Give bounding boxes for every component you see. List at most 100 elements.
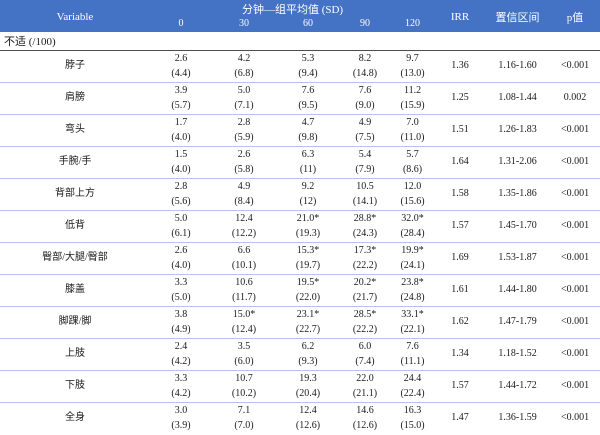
- sd-value: (6.0): [234, 355, 254, 367]
- mean-value: 17.3*: [353, 245, 377, 256]
- cell-90min: 8.2 (14.8): [340, 50, 390, 83]
- mean-value: 23.8*: [401, 277, 424, 288]
- cell-0min: 3.9 (5.7): [150, 82, 212, 115]
- table-row-lower-limb: 下肢 3.3 (4.2) 10.7 (10.2) 19.3 (20.4) 22.0 (2…: [0, 370, 600, 403]
- sd-value: (15.9): [400, 99, 425, 111]
- cell-30min: 15.0* (12.4): [212, 306, 276, 339]
- cell-60min: 6.3 (11): [276, 146, 340, 179]
- sd-value: (11.0): [400, 131, 425, 143]
- table-row-elbow: 弯头 1.7 (4.0) 2.8 (5.9) 4.7 (9.8) 4.9 (7.5) 7…: [0, 114, 600, 147]
- sd-value: (24.1): [400, 259, 425, 271]
- cell-0min: 2.4 (4.2): [150, 338, 212, 371]
- sd-value: (5.0): [171, 291, 191, 303]
- mean-value: 19.5*: [296, 277, 320, 288]
- mean-value: 10.6: [235, 277, 253, 288]
- table-row-upper-limb: 上肢 2.4 (4.2) 3.5 (6.0) 6.2 (9.3) 6.0 (7.4) 7…: [0, 338, 600, 371]
- mean-value: 7.6: [406, 341, 419, 352]
- mean-value: 3.9: [174, 85, 188, 96]
- row-label: 下肢: [0, 370, 150, 403]
- cell-0min: 5.0 (6.1): [150, 210, 212, 243]
- mean-value: 6.2: [301, 341, 315, 352]
- section-label: 不适 (/100): [0, 32, 600, 51]
- row-label: 脚踝/脚: [0, 306, 150, 339]
- cell-120min: 16.3 (15.0): [390, 403, 435, 435]
- sd-value: (22.7): [295, 323, 321, 335]
- mean-value: 4.9: [237, 181, 251, 192]
- sd-value: (15.6): [400, 195, 425, 207]
- mean-value: 14.6: [356, 405, 374, 416]
- row-label: 上肢: [0, 338, 150, 371]
- mean-value: 19.9*: [401, 245, 424, 256]
- sd-value: (11.7): [232, 291, 256, 303]
- cell-30min: 2.8 (5.9): [212, 114, 276, 147]
- col-header-minute-120: 120: [390, 17, 436, 32]
- mean-value: 3.3: [174, 373, 188, 384]
- cell-90min: 22.0 (21.1): [340, 370, 390, 403]
- col-header-group-mean: 分钟—组平均值 (SD): [150, 0, 436, 17]
- sd-value: (9.4): [298, 67, 318, 79]
- cell-irr: 1.58: [435, 178, 486, 211]
- mean-value: 2.8: [174, 181, 188, 192]
- cell-p-value: 0.002: [550, 82, 600, 115]
- cell-60min: 23.1* (22.7): [276, 306, 340, 339]
- sd-value: (7.4): [355, 355, 375, 367]
- mean-value: 12.4: [235, 213, 253, 224]
- cell-irr: 1.34: [435, 338, 486, 371]
- mean-value: 2.6: [237, 149, 251, 160]
- cell-p-value: <0.001: [550, 146, 600, 179]
- cell-60min: 5.3 (9.4): [276, 50, 340, 83]
- mean-value: 33.1*: [401, 309, 424, 320]
- sd-value: (4.4): [171, 67, 191, 79]
- col-header-p-value: p值: [550, 0, 600, 32]
- table-row-knee: 膝盖 3.3 (5.0) 10.6 (11.7) 19.5* (22.0) 20.2*…: [0, 274, 600, 307]
- sd-value: (20.4): [295, 387, 321, 399]
- cell-30min: 4.2 (6.8): [212, 50, 276, 83]
- table-row-hip-thigh-buttock: 臀部/大腿/臀部 2.6 (4.0) 6.6 (10.1) 15.3* (19.7) …: [0, 242, 600, 275]
- mean-value: 19.3: [299, 373, 317, 384]
- sd-value: (11): [299, 163, 317, 175]
- cell-120min: 7.0 (11.0): [390, 114, 436, 147]
- mean-value: 10.7: [235, 373, 253, 384]
- col-header-minute-0: 0: [150, 17, 212, 32]
- sd-value: (5.9): [234, 131, 254, 143]
- cell-30min: 6.6 (10.1): [212, 242, 276, 275]
- row-label: 臀部/大腿/臀部: [0, 242, 150, 275]
- cell-irr: 1.57: [435, 370, 486, 403]
- mean-value: 11.2: [403, 85, 422, 96]
- cell-0min: 3.3 (4.2): [150, 370, 212, 403]
- cell-60min: 4.7 (9.8): [276, 114, 340, 147]
- cell-irr: 1.69: [435, 242, 486, 275]
- sd-value: (28.4): [400, 227, 425, 239]
- sd-value: (7.1): [234, 99, 254, 111]
- mean-value: 23.1*: [296, 309, 320, 320]
- sd-value: (12): [299, 195, 317, 207]
- sd-value: (24.8): [400, 291, 425, 303]
- cell-60min: 19.5* (22.0): [276, 274, 340, 307]
- sd-value: (13.0): [400, 67, 425, 79]
- cell-0min: 1.7 (4.0): [150, 114, 212, 147]
- mean-value: 2.8: [237, 117, 251, 128]
- cell-p-value: <0.001: [550, 114, 600, 147]
- mean-value: 6.0: [358, 341, 372, 352]
- mean-value: 7.6: [358, 85, 372, 96]
- cell-confidence-interval: 1.08-1.44: [485, 82, 551, 115]
- table-body: 不适 (/100) 脖子 2.6 (4.4) 4.2 (6.8) 5.3 (9.4) …: [0, 32, 600, 434]
- sd-value: (22.0): [295, 291, 321, 303]
- col-header-irr: IRR: [435, 0, 486, 32]
- cell-irr: 1.57: [435, 210, 486, 243]
- cell-120min: 5.7 (8.6): [390, 146, 436, 179]
- mean-value: 21.0*: [296, 213, 320, 224]
- cell-p-value: <0.001: [550, 274, 600, 307]
- sd-value: (9.3): [298, 355, 318, 367]
- mean-value: 7.0: [406, 117, 419, 128]
- cell-120min: 9.7 (13.0): [390, 50, 436, 83]
- row-label: 背部上方: [0, 178, 150, 211]
- mean-value: 12.4: [299, 405, 317, 416]
- cell-60min: 6.2 (9.3): [276, 338, 340, 371]
- cell-confidence-interval: 1.47-1.79: [485, 306, 551, 339]
- sd-value: (19.3): [295, 227, 321, 239]
- mean-value: 15.0*: [232, 309, 256, 320]
- mean-value: 1.7: [174, 117, 188, 128]
- mean-value: 4.9: [358, 117, 372, 128]
- sd-value: (5.8): [234, 163, 254, 175]
